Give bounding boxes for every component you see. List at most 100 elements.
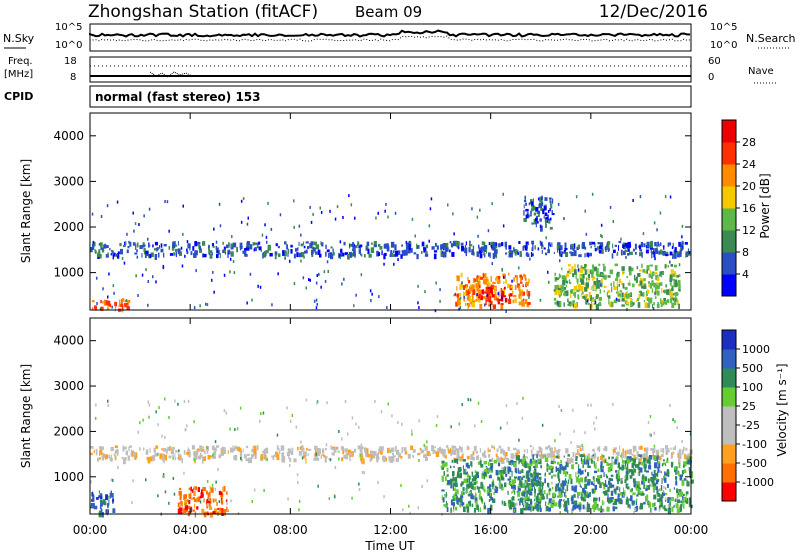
velocity-echo-cell: [514, 478, 516, 484]
velocity-echo-cell: [384, 455, 386, 462]
velocity-echo-cell: [181, 457, 183, 464]
velocity-ytick-label: 2000: [53, 424, 84, 438]
velocity-echo-cell: [344, 448, 348, 453]
velocity-echo-cell: [512, 488, 515, 493]
velocity-echo-cell: [215, 480, 217, 484]
velocity-echo-cell: [324, 457, 327, 463]
velocity-echo-cell: [457, 471, 460, 475]
power-echo-cell: [491, 202, 493, 206]
velocity-echo-cell: [345, 454, 349, 460]
power-echo-cell: [107, 295, 109, 299]
power-echo-cell: [328, 252, 330, 259]
velocity-echo-cell: [647, 485, 650, 490]
power-echo-cell: [143, 214, 145, 218]
velocity-echo-cell: [656, 489, 659, 495]
velocity-echo-cell: [568, 474, 572, 480]
velocity-echo-cell: [590, 458, 593, 464]
power-echo-cell: [565, 280, 569, 284]
velocity-echo-cell: [417, 506, 420, 510]
velocity-echo-cell: [657, 498, 660, 502]
velocity-echo-cell: [571, 501, 575, 505]
velocity-echo-cell: [248, 457, 250, 460]
power-echo-cell: [481, 246, 485, 252]
power-echo-cell: [460, 283, 463, 288]
velocity-echo-cell: [401, 422, 403, 426]
power-echo-cell: [218, 249, 220, 255]
velocity-echo-cell: [669, 488, 671, 493]
power-echo-cell: [640, 290, 642, 294]
power-echo-cell: [244, 249, 247, 256]
velocity-echo-cell: [330, 445, 332, 450]
power-echo-cell: [283, 250, 287, 257]
power-echo-cell: [241, 246, 243, 249]
velocity-echo-cell: [204, 451, 206, 455]
power-echo-cell: [526, 289, 529, 295]
velocity-echo-cell: [619, 493, 623, 496]
velocity-echo-cell: [675, 503, 679, 509]
velocity-echo-cell: [666, 470, 670, 476]
velocity-echo-cell: [645, 495, 649, 502]
power-echo-cell: [674, 298, 677, 302]
velocity-echo-cell: [474, 492, 477, 498]
velocity-echo-cell: [320, 454, 322, 459]
velocity-echo-cell: [570, 496, 574, 502]
power-echo-cell: [574, 288, 576, 293]
power-echo-cell: [274, 254, 277, 260]
power-echo-cell: [541, 202, 544, 207]
power-echo-cell: [621, 270, 624, 276]
power-echo-cell: [595, 270, 599, 277]
velocity-echo-cell: [524, 463, 528, 468]
velocity-echo-cell: [635, 498, 638, 502]
velocity-echo-cell: [461, 502, 465, 506]
velocity-echo-cell: [633, 467, 635, 473]
velocity-echo-cell: [565, 448, 569, 454]
velocity-echo-cell: [617, 462, 620, 469]
power-echo-cell: [424, 253, 429, 257]
power-echo-cell: [568, 271, 572, 275]
power-echo-cell: [284, 256, 286, 260]
velocity-echo-cell: [674, 420, 676, 424]
power-echo-cell: [378, 243, 380, 247]
power-echo-cell: [496, 297, 499, 302]
velocity-echo-cell: [180, 458, 182, 461]
power-echo-cell: [195, 269, 197, 273]
velocity-echo-cell: [441, 466, 445, 470]
velocity-echo-cell: [397, 421, 399, 425]
velocity-echo-cell: [511, 479, 515, 485]
power-echo-cell: [430, 197, 433, 201]
velocity-echo-cell: [458, 501, 461, 505]
power-echo-cell: [591, 241, 595, 245]
power-echo-cell: [598, 250, 602, 254]
power-echo-cell: [404, 249, 408, 256]
power-echo-cell: [99, 253, 102, 259]
velocity-echo-cell: [483, 460, 487, 465]
velocity-echo-cell: [614, 488, 617, 494]
power-echo-cell: [223, 273, 226, 277]
velocity-echo-cell: [397, 452, 402, 458]
power-echo-cell: [509, 293, 513, 297]
power-echo-cell: [476, 251, 480, 257]
velocity-echo-cell: [530, 473, 534, 478]
power-echo-cell: [520, 277, 522, 282]
power-echo-cell: [685, 251, 689, 257]
power-echo-cell: [593, 302, 596, 305]
power-echo-cell: [254, 247, 257, 252]
power-echo-cell: [641, 252, 643, 258]
velocity-echo-cell: [600, 461, 603, 467]
velocity-echo-cell: [234, 428, 236, 431]
power-colorbar-segment: [722, 164, 736, 187]
velocity-echo-cell: [157, 494, 159, 498]
velocity-echo-cell: [660, 494, 664, 499]
power-echo-cell: [635, 299, 638, 302]
velocity-echo-cell: [643, 462, 647, 469]
velocity-echo-cell: [489, 493, 492, 497]
velocity-echo-cell: [445, 454, 447, 459]
power-echo-cell: [559, 251, 562, 257]
velocity-echo-cell: [649, 433, 651, 437]
power-echo-cell: [100, 299, 102, 304]
power-echo-cell: [482, 273, 487, 278]
velocity-echo-cell: [362, 458, 365, 465]
velocity-echo-cell: [466, 473, 469, 478]
power-echo-cell: [468, 286, 473, 292]
power-echo-cell: [578, 284, 581, 288]
